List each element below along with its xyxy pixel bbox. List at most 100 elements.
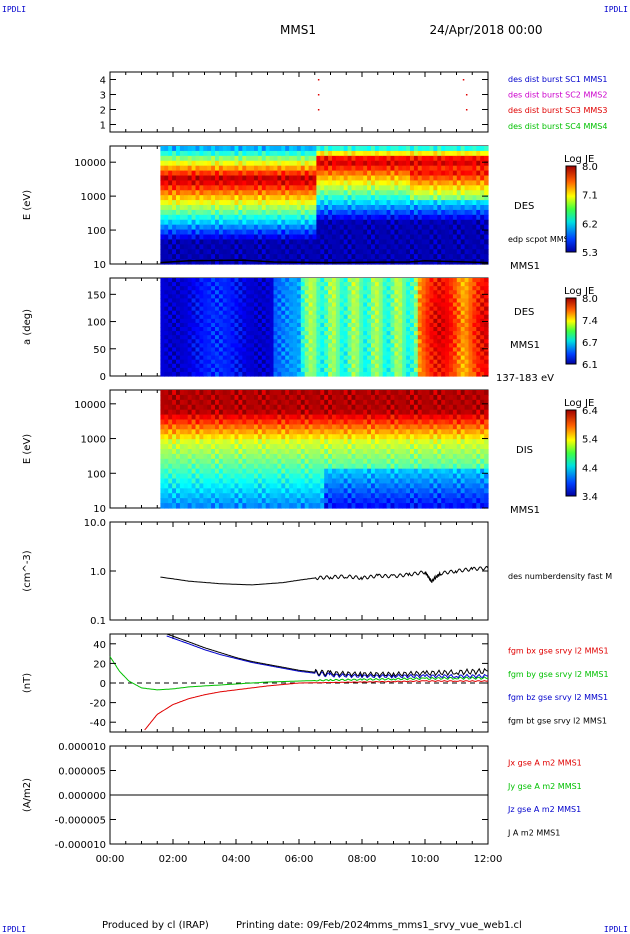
heatmap-cell — [402, 155, 407, 162]
heatmap-cell — [277, 180, 282, 186]
heatmap-cell — [413, 363, 419, 369]
heatmap-cell — [332, 363, 337, 369]
heatmap-cell — [456, 146, 462, 152]
heatmap-cell — [441, 155, 446, 162]
heatmap-cell — [433, 200, 438, 206]
heatmap-cell — [261, 339, 267, 344]
heatmap-cell — [215, 419, 220, 426]
heatmap-cell — [218, 498, 224, 504]
heatmap-cell — [413, 306, 419, 312]
heatmap-cell — [222, 359, 228, 365]
heatmap-cell — [176, 424, 181, 430]
heatmap-cell — [172, 463, 177, 470]
heatmap-cell — [332, 219, 337, 226]
heatmap-cell — [402, 335, 407, 340]
heatmap-cell — [300, 359, 306, 365]
heatmap-cell — [363, 335, 368, 340]
heatmap-cell — [281, 229, 286, 236]
heatmap-cell — [222, 458, 228, 465]
heatmap-cell — [250, 449, 255, 455]
heatmap-cell — [359, 165, 364, 172]
heatmap-cell — [226, 298, 232, 304]
heatmap-cell — [308, 282, 314, 287]
heatmap-cell — [164, 419, 169, 426]
heatmap-cell — [191, 306, 197, 312]
heatmap-cell — [285, 278, 290, 283]
heatmap-cell — [347, 224, 353, 231]
heatmap-cell — [273, 190, 278, 196]
heatmap-cell — [312, 209, 317, 216]
heatmap-cell — [222, 498, 228, 504]
heatmap-cell — [168, 318, 173, 324]
heatmap-cell — [203, 322, 208, 328]
heatmap-cell — [183, 478, 189, 485]
heatmap-cell — [335, 339, 341, 344]
heatmap-cell — [257, 335, 263, 340]
heatmap-cell — [304, 239, 310, 245]
heatmap-cell — [359, 363, 364, 369]
heatmap-cell — [304, 165, 310, 172]
heatmap-cell — [164, 254, 169, 260]
heatmap-cell — [250, 286, 255, 291]
heatmap-cell — [445, 239, 450, 245]
heatmap-cell — [218, 180, 224, 186]
heatmap-cell — [203, 314, 208, 320]
heatmap-cell — [382, 209, 388, 216]
heatmap-cell — [222, 180, 228, 186]
heatmap-cell — [277, 205, 282, 211]
heatmap-cell — [164, 180, 169, 186]
heatmap-cell — [339, 160, 345, 167]
heatmap-cell — [215, 404, 220, 411]
heatmap-cell — [363, 306, 368, 312]
heatmap-cell — [265, 327, 271, 332]
heatmap-cell — [273, 229, 278, 236]
heatmap-cell — [254, 282, 259, 287]
heatmap-cell — [160, 165, 165, 172]
heatmap-cell — [351, 314, 356, 320]
heatmap-cell — [324, 339, 329, 344]
heatmap-cell — [378, 331, 384, 336]
heatmap-cell — [187, 155, 193, 162]
heatmap-cell — [452, 165, 458, 172]
heatmap-cell — [452, 224, 458, 231]
heatmap-cell — [293, 290, 298, 295]
heatmap-cell — [172, 424, 177, 430]
heatmap-cell — [300, 302, 306, 308]
heatmap-cell — [285, 359, 290, 365]
heatmap-cell — [456, 200, 462, 206]
heatmap-cell — [285, 310, 290, 316]
heatmap-cell — [421, 322, 427, 328]
heatmap-cell — [374, 278, 380, 283]
heatmap-cell — [332, 351, 337, 357]
heatmap-cell — [308, 160, 314, 167]
heatmap-cell — [164, 343, 169, 349]
heatmap-cell — [456, 343, 462, 349]
heatmap-cell — [406, 339, 411, 344]
heatmap-cell — [234, 468, 239, 475]
heatmap-cell — [215, 175, 220, 182]
heatmap-cell — [257, 463, 263, 470]
heatmap-cell — [300, 229, 306, 236]
heatmap-cell — [386, 219, 392, 226]
heatmap-cell — [328, 155, 333, 162]
heatmap-cell — [300, 351, 306, 357]
heatmap-cell — [417, 224, 423, 231]
heatmap-cell — [417, 343, 423, 349]
heatmap-cell — [355, 146, 360, 152]
heatmap-cell — [328, 160, 333, 167]
heatmap-cell — [187, 306, 193, 312]
heatmap-cell — [441, 359, 446, 365]
heatmap-cell — [222, 394, 228, 401]
heatmap-cell — [218, 493, 224, 499]
heatmap-cell — [347, 219, 353, 226]
heatmap-cell — [456, 286, 462, 291]
heatmap-cell — [265, 498, 271, 504]
heatmap-cell — [218, 298, 224, 304]
heatmap-cell — [359, 282, 364, 287]
heatmap-cell — [464, 314, 470, 320]
heatmap-cell — [261, 224, 267, 231]
heatmap-cell — [195, 493, 200, 499]
heatmap-cell — [316, 244, 321, 250]
heatmap-cell — [316, 294, 321, 300]
heatmap-cell — [238, 175, 243, 182]
